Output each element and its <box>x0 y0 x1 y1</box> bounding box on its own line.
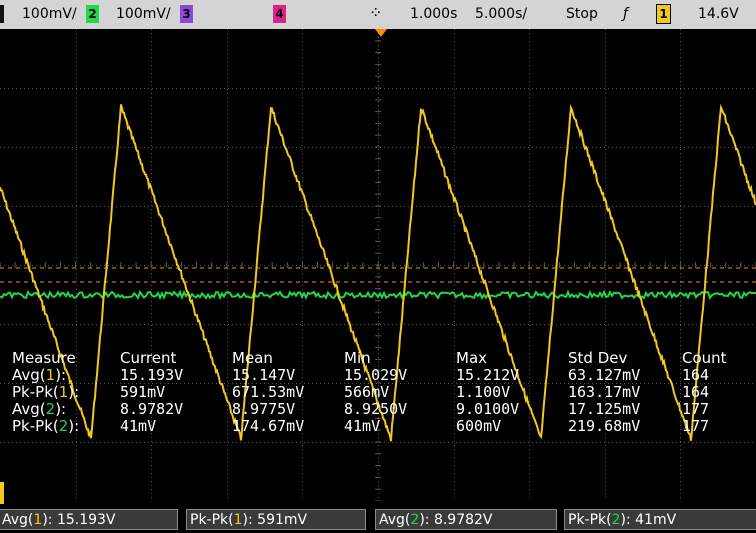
run-state[interactable]: Stop <box>566 6 598 22</box>
status-bar: 100mV/ 2 100mV/ 3 4 ⁘ 1.000s 5.000s/ Sto… <box>0 0 756 29</box>
trigger-channel-badge[interactable]: 1 <box>656 4 671 24</box>
quick-measure-avg-ch2[interactable]: Avg(2): 8.9782V <box>375 509 557 530</box>
ch2-trace <box>0 289 756 301</box>
quick-measure-pkpk-ch1[interactable]: Pk-Pk(1): 591mV <box>186 509 366 530</box>
quick-measure-pkpk-ch2[interactable]: Pk-Pk(2): 41mV <box>564 509 756 530</box>
trigger-marker-icon <box>375 29 387 37</box>
cursor-lines <box>0 267 756 283</box>
ch1-trace <box>0 103 756 442</box>
quick-measure-avg-ch1[interactable]: Avg(1): 15.193V <box>0 509 178 530</box>
ch4-badge[interactable]: 4 <box>273 5 286 23</box>
time-delay[interactable]: 1.000s <box>410 6 458 22</box>
ch3-badge[interactable]: 3 <box>180 5 193 23</box>
measurement-bar: Avg(1): 15.193V Pk-Pk(1): 591mV Avg(2): … <box>0 507 756 533</box>
ch2-badge[interactable]: 2 <box>86 5 99 23</box>
ch2-scale[interactable]: 100mV/ <box>116 6 171 22</box>
acquire-icon: ⁘ <box>369 3 383 22</box>
graticule <box>0 29 756 501</box>
waveform-display[interactable] <box>0 29 756 501</box>
ground-level-marker[interactable] <box>0 482 4 504</box>
ch1-scale[interactable]: 100mV/ <box>22 6 77 22</box>
time-scale[interactable]: 5.000s/ <box>475 6 528 22</box>
ch1-indicator <box>0 5 4 23</box>
trigger-level[interactable]: 14.6V <box>698 6 739 22</box>
trigger-edge-icon: ƒ <box>623 6 628 22</box>
